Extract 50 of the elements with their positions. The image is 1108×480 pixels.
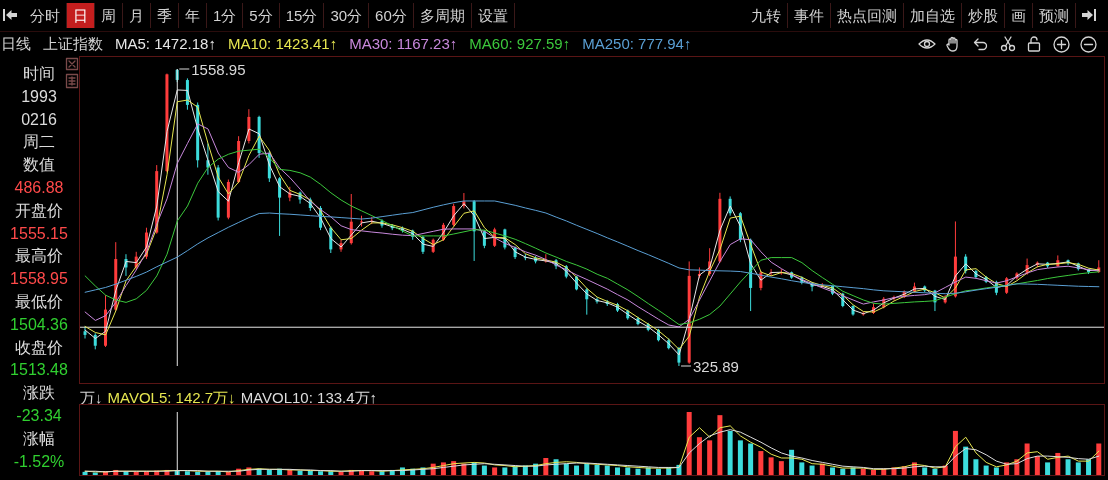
text: 画 xyxy=(1005,3,1033,28)
text: MA10: 1423.41↑ xyxy=(227,35,338,53)
text: 炒股 xyxy=(962,3,1005,28)
text: 季 xyxy=(151,3,179,28)
text: MA60: 927.59↑ xyxy=(469,35,571,53)
text: 月 xyxy=(123,3,151,28)
text: 486.88 xyxy=(14,179,64,196)
text: 加自选 xyxy=(904,3,962,28)
text: MA30: 1167.23↑ xyxy=(349,35,458,53)
text: 1558.95 xyxy=(10,270,68,288)
text: 1504.36 xyxy=(10,315,68,333)
text: MAVOL10: 133.4万↑ xyxy=(240,389,378,407)
text: 热点回测 xyxy=(831,3,904,28)
annotation: 325.89 xyxy=(693,357,739,375)
text: MAVOL5: 142.7万↓ xyxy=(107,389,236,407)
text: 最高价 xyxy=(15,247,63,265)
text: 1993 xyxy=(21,87,57,105)
text: 0216 xyxy=(21,110,57,128)
text: -23.34 xyxy=(16,407,62,424)
text: 万↓ xyxy=(80,389,103,407)
text: 60分 xyxy=(369,3,414,28)
text: 收盘价 xyxy=(15,338,63,356)
text: MA250: 777.94↑ xyxy=(582,35,692,53)
text: 涨幅 xyxy=(23,429,55,447)
text: 分时 xyxy=(24,3,67,28)
text: 开盘价 xyxy=(15,201,63,219)
text: 15分 xyxy=(279,3,325,28)
text: 1513.48 xyxy=(10,361,68,379)
text: 最低价 xyxy=(15,293,63,310)
text: 周 xyxy=(95,3,123,28)
text: 1分 xyxy=(207,3,244,28)
annotation: 1558.95 xyxy=(191,60,246,78)
chart-title: 上证指数 xyxy=(43,35,103,53)
text: 周二 xyxy=(23,133,55,151)
text: 1555.15 xyxy=(10,224,68,242)
text: 时间 xyxy=(23,65,55,82)
text: MA5: 1472.18↑ xyxy=(115,35,216,53)
text: 年 xyxy=(179,3,207,28)
text: 九转 xyxy=(745,3,788,28)
text: 事件 xyxy=(788,3,831,28)
text: 涨跌 xyxy=(23,384,55,402)
text: 30分 xyxy=(324,3,370,28)
text: -1.52% xyxy=(13,452,65,470)
text: 日 xyxy=(67,3,95,28)
text: 数值 xyxy=(23,156,55,174)
text: 多周期 xyxy=(413,3,472,28)
text: 5分 xyxy=(243,3,280,28)
text: 设置 xyxy=(471,3,515,28)
text: 预测 xyxy=(1033,3,1076,28)
chart-subtitle: 日线 xyxy=(1,35,31,53)
